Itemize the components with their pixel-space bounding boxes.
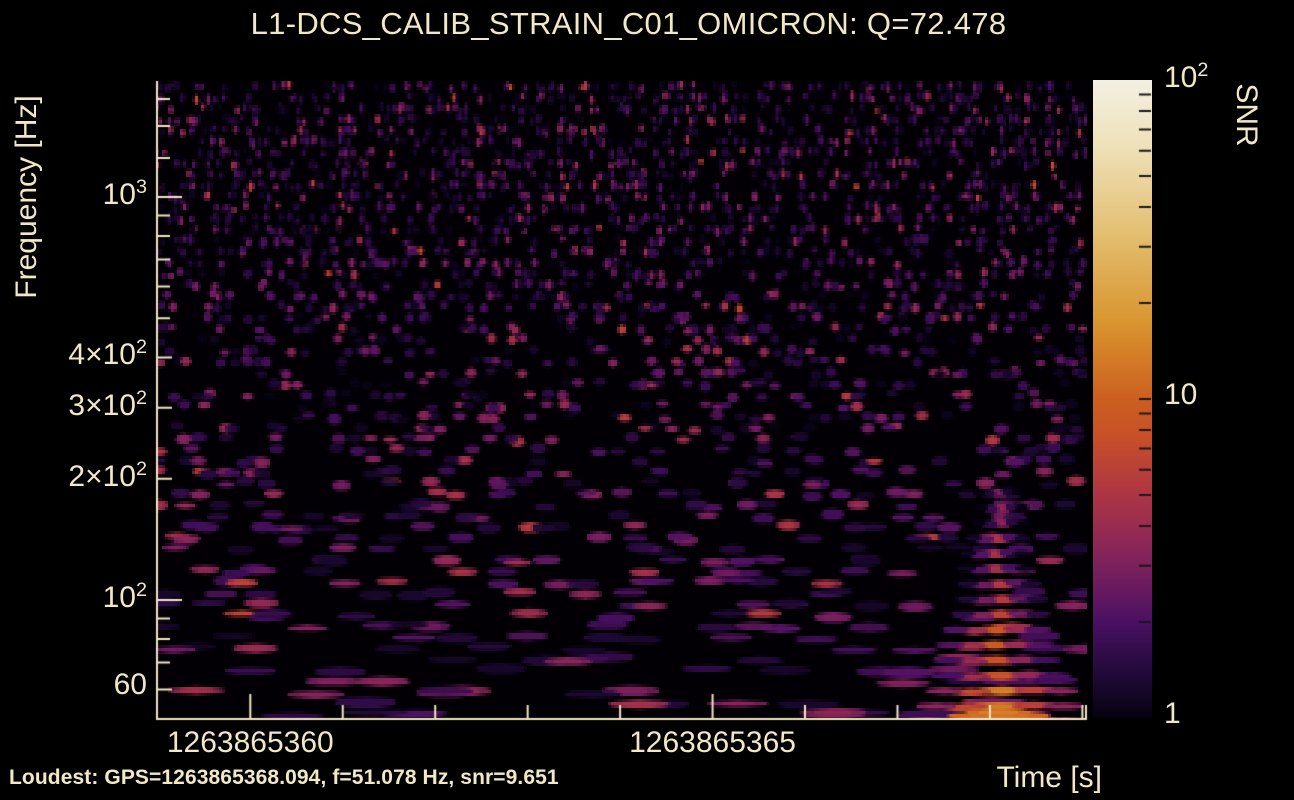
colorbar-label: SNR [1230, 83, 1263, 147]
tick-label: 60 [113, 668, 147, 702]
spectrogram-heatmap [156, 81, 1087, 720]
tick-label: 1 [1164, 697, 1181, 730]
tick-label: 10 [1164, 378, 1198, 411]
tick-label: 1263865365 [629, 726, 796, 759]
loudest-event-text: Loudest: GPS=1263865368.094, f=51.078 Hz… [9, 766, 559, 789]
tick-label: 1263865360 [166, 726, 334, 759]
x-axis-label: Time [s] [996, 761, 1102, 794]
tick-label: 2×102 [68, 457, 147, 493]
tick-label: 102 [1164, 59, 1209, 94]
colorbar [1093, 80, 1152, 718]
tick-label: 102 [102, 579, 147, 615]
plot-title: L1-DCS_CALIB_STRAIN_C01_OMICRON: Q=72.47… [250, 6, 1007, 41]
tick-label: 3×102 [68, 386, 147, 422]
tick-label: 4×102 [68, 336, 147, 372]
tick-label: 103 [102, 176, 147, 211]
